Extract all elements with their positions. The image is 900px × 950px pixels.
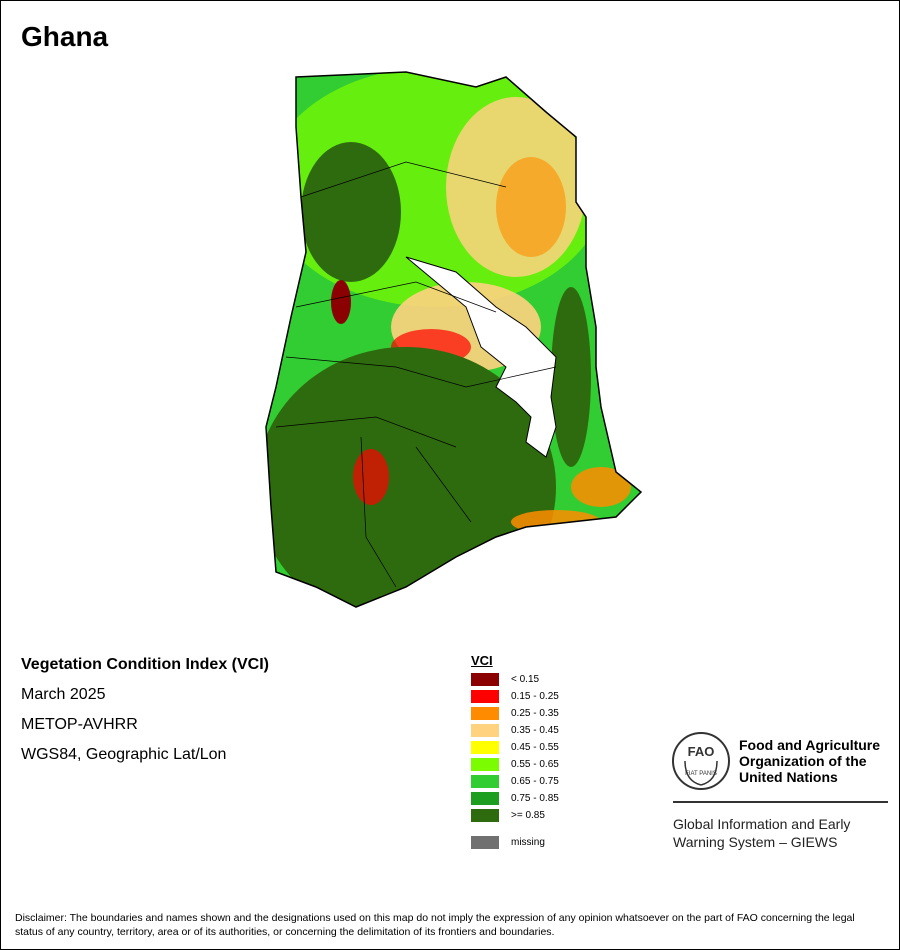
fao-emblem-text: FAO — [688, 744, 715, 759]
legend-label: 0.65 - 0.75 — [511, 776, 559, 787]
legend-label: missing — [511, 837, 545, 848]
legend-swatch — [471, 707, 499, 720]
vci-southwest-stress-patch — [353, 449, 389, 505]
legend-label: 0.55 - 0.65 — [511, 759, 559, 770]
vci-northwest-dense-vegetation — [301, 142, 401, 282]
vci-volta-east-green — [551, 287, 591, 467]
disclaimer: Disclaimer: The boundaries and names sho… — [15, 912, 855, 938]
vci-legend: VCI < 0.15 0.15 - 0.25 0.25 - 0.35 0.35 … — [471, 653, 559, 851]
legend-label: 0.45 - 0.55 — [511, 742, 559, 753]
map-info-block: Vegetation Condition Index (VCI) March 2… — [21, 656, 269, 776]
fao-logo-icon: FAO FIAT PANIS — [672, 732, 730, 790]
projection-info: WGS84, Geographic Lat/Lon — [21, 746, 227, 763]
fao-name-line: Food and Agriculture — [739, 737, 881, 753]
fao-name: Food and Agriculture Organization of the… — [739, 737, 880, 785]
legend-swatch — [471, 809, 499, 822]
giews-line: Global Information and Early — [673, 816, 851, 832]
fao-emblem-motto: FIAT PANIS — [685, 771, 717, 777]
legend-item: < 0.15 — [471, 671, 559, 688]
map-date: March 2025 — [21, 686, 106, 703]
giews-line: Warning System – GIEWS — [673, 834, 838, 850]
legend-swatch — [471, 690, 499, 703]
legend-item: >= 0.85 — [471, 807, 559, 824]
legend-label: < 0.15 — [511, 674, 540, 685]
legend-item: 0.35 - 0.45 — [471, 722, 559, 739]
fao-name-line: Organization of the — [739, 753, 867, 769]
legend-label: 0.75 - 0.85 — [511, 793, 559, 804]
index-name: Vegetation Condition Index (VCI) — [21, 656, 269, 673]
giews-name: Global Information and Early Warning Sys… — [673, 815, 850, 851]
legend-swatch — [471, 724, 499, 737]
legend-item-missing: missing — [471, 834, 559, 851]
lake-volta — [405, 256, 557, 458]
legend-item: 0.65 - 0.75 — [471, 773, 559, 790]
admin-boundaries — [275, 161, 557, 588]
legend-label: 0.35 - 0.45 — [511, 725, 559, 736]
vci-northeast-orange-zone — [496, 157, 566, 257]
legend-item: 0.75 - 0.85 — [471, 790, 559, 807]
vci-western-stress-patch — [331, 280, 351, 324]
legend-swatch — [471, 792, 499, 805]
legend-swatch — [471, 741, 499, 754]
fao-name-line: United Nations — [739, 769, 838, 785]
legend-item: 0.15 - 0.25 — [471, 688, 559, 705]
map-title: Ghana — [21, 21, 109, 52]
divider — [673, 801, 888, 803]
vci-map — [265, 71, 643, 608]
legend-item: 0.45 - 0.55 — [471, 739, 559, 756]
sensor-name: METOP-AVHRR — [21, 716, 138, 733]
legend-label: 0.15 - 0.25 — [511, 691, 559, 702]
legend-swatch — [471, 758, 499, 771]
legend-swatch — [471, 775, 499, 788]
legend-swatch — [471, 836, 499, 849]
legend-label: >= 0.85 — [511, 810, 545, 821]
vci-coastal-stress-zone — [511, 510, 601, 534]
legend-item: 0.55 - 0.65 — [471, 756, 559, 773]
legend-item: 0.25 - 0.35 — [471, 705, 559, 722]
vci-southeast-coast-zone — [571, 467, 631, 507]
legend-title: VCI — [471, 653, 493, 668]
legend-label: 0.25 - 0.35 — [511, 708, 559, 719]
legend-swatch — [471, 673, 499, 686]
country-outline — [265, 71, 643, 608]
